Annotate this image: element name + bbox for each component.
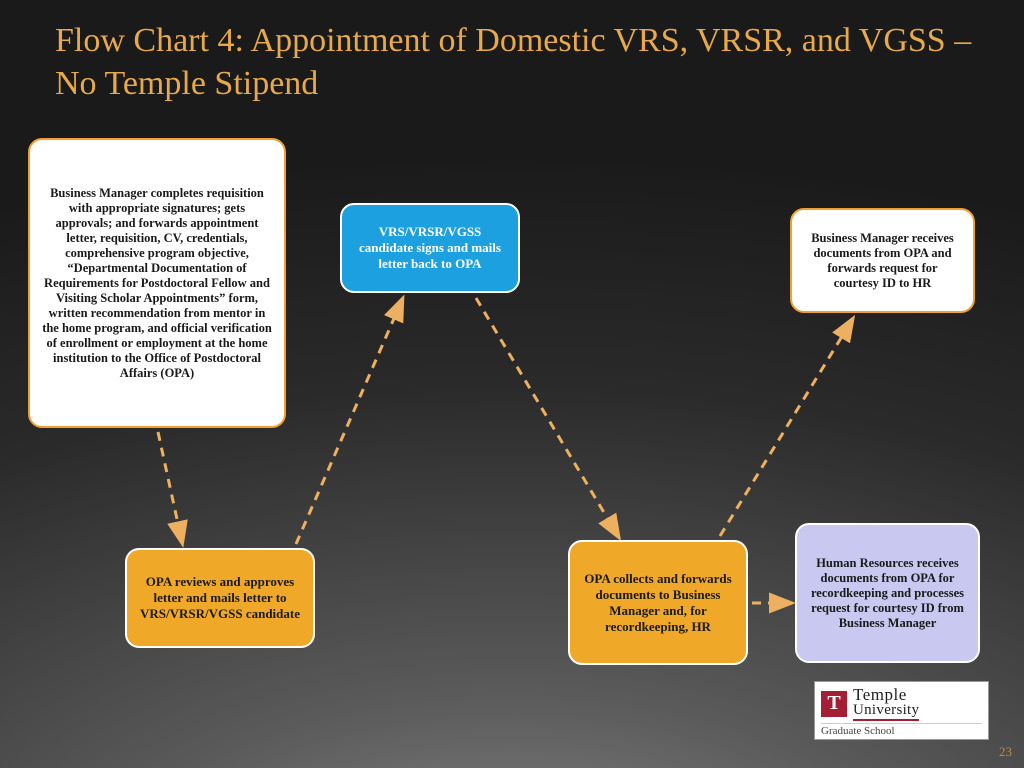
flow-node-text: Human Resources receives documents from … — [809, 556, 966, 631]
flow-node-text: VRS/VRSR/VGSS candidate signs and mails … — [354, 224, 506, 272]
logo-mark: T — [821, 691, 847, 717]
slide-title: Flow Chart 4: Appointment of Domestic VR… — [55, 20, 984, 105]
flow-node-n6: Human Resources receives documents from … — [795, 523, 980, 663]
flow-node-text: Business Manager receives documents from… — [804, 231, 961, 291]
flow-node-n5: Business Manager receives documents from… — [790, 208, 975, 313]
flow-node-text: Business Manager completes requisition w… — [42, 186, 272, 381]
logo-line2: University — [853, 703, 919, 721]
flow-node-n1: Business Manager completes requisition w… — [28, 138, 286, 428]
flow-node-text: OPA collects and forwards documents to B… — [582, 571, 734, 635]
flow-arrow — [720, 320, 852, 536]
flow-arrow — [158, 432, 182, 542]
page-number: 23 — [999, 744, 1012, 760]
flow-node-n3: VRS/VRSR/VGSS candidate signs and mails … — [340, 203, 520, 293]
university-logo: T Temple University Graduate School — [814, 681, 989, 740]
flow-node-n4: OPA collects and forwards documents to B… — [568, 540, 748, 665]
flow-arrow — [296, 300, 402, 544]
flow-node-text: OPA reviews and approves letter and mail… — [139, 574, 301, 622]
flow-node-n2: OPA reviews and approves letter and mail… — [125, 548, 315, 648]
slide: Flow Chart 4: Appointment of Domestic VR… — [0, 0, 1024, 768]
flow-arrow — [476, 298, 618, 536]
logo-line1: Temple — [853, 686, 919, 703]
logo-sub: Graduate School — [821, 723, 982, 737]
title-text: Flow Chart 4: Appointment of Domestic VR… — [55, 22, 971, 102]
